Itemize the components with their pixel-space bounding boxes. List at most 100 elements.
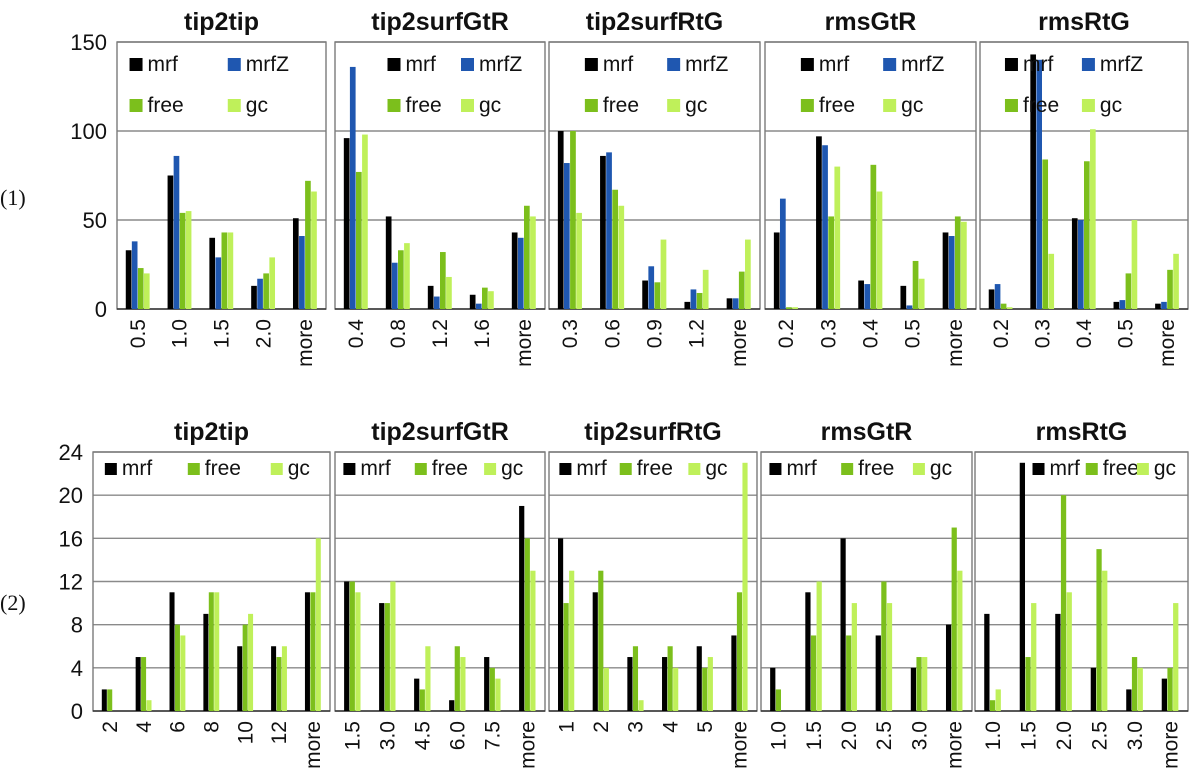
legend-label: mrfZ (685, 53, 728, 76)
bar-mrfZ (906, 305, 913, 309)
bar-gc (1102, 570, 1108, 711)
bar-mrf (203, 613, 209, 711)
bar-mrf (169, 592, 175, 711)
legend-label: free (603, 94, 639, 117)
bar-free (489, 667, 495, 711)
bar-free (454, 646, 460, 711)
bar-gc (362, 134, 368, 309)
bar-gc (1131, 220, 1138, 309)
x-tick-label: 0.3 (1031, 319, 1054, 348)
x-tick-label: 6 (167, 721, 190, 733)
legend-label: free (637, 457, 673, 480)
x-tick-label: 0.5 (127, 319, 150, 348)
chart-panel: rmsGtR 1.0 1.5 2.0 2.5 3.0 more mrf free gc (760, 418, 973, 769)
legend-label: mrf (1050, 457, 1080, 480)
legend-swatch (619, 463, 632, 475)
bar-gc (495, 678, 501, 711)
y-tick-label: 20 (59, 483, 83, 508)
x-tick-label: 0.5 (1115, 319, 1138, 348)
x-tick-label: 0.6 (601, 319, 624, 348)
bar-gc (876, 191, 883, 309)
x-tick-label: 1.5 (342, 721, 365, 750)
y-tick-label: 4 (71, 656, 83, 681)
legend-label: free (406, 94, 442, 117)
bar-mrfZ (349, 66, 356, 309)
bar-free (349, 581, 355, 711)
x-tick-label: 0.2 (990, 319, 1013, 348)
bar-gc (618, 205, 625, 309)
x-tick-label: more (1156, 319, 1179, 367)
bar-mrf (910, 667, 917, 711)
legend-label: gc (1100, 94, 1122, 117)
bar-free (208, 592, 214, 711)
row-label: (1) (0, 185, 26, 210)
legend-swatch (559, 463, 572, 475)
bar-free (738, 271, 745, 309)
legend-swatch (387, 99, 401, 112)
bar-gc (569, 570, 575, 711)
bar-gc (673, 667, 679, 711)
bar-mrf (125, 250, 132, 309)
legend-label: mrf (148, 53, 178, 76)
legend-label: mrf (360, 457, 390, 480)
x-tick-label: 10 (234, 721, 257, 744)
legend-swatch (414, 463, 427, 475)
x-tick-label: more (517, 721, 540, 769)
y-tick-label: 12 (59, 570, 83, 595)
bar-gc (603, 667, 609, 711)
x-tick-label: 0.4 (345, 319, 368, 349)
bar-mrf (135, 657, 141, 711)
bar-free (563, 603, 569, 711)
bar-free (1167, 667, 1173, 711)
legend-swatch (1085, 463, 1098, 475)
bar-free (384, 603, 390, 711)
bar-gc (1031, 603, 1037, 711)
bar-mrf (1019, 462, 1026, 711)
legend-swatch (1004, 99, 1018, 112)
x-tick-label: 1.2 (686, 319, 709, 348)
bar-free (276, 657, 282, 711)
legend-swatch (800, 99, 814, 112)
legend-label: mrfZ (479, 53, 522, 76)
x-tick-label: 1.5 (1017, 721, 1040, 750)
bar-gc (530, 216, 536, 309)
bar-free (736, 592, 743, 711)
legend-label: gc (901, 94, 923, 117)
bar-mrfZ (864, 284, 871, 309)
legend-label: gc (288, 457, 310, 480)
bar-mrf (816, 136, 822, 309)
bar-free (107, 689, 113, 711)
bar-free (1131, 657, 1138, 711)
x-tick-label: 0.8 (387, 319, 410, 348)
x-tick-label: 0.3 (817, 319, 840, 348)
legend-swatch (227, 58, 241, 71)
bar-mrf (642, 280, 648, 309)
bar-gc (1173, 253, 1179, 309)
panel-title: tip2tip (174, 418, 249, 446)
bar-free (570, 131, 576, 309)
bar-mrf (292, 218, 299, 309)
bar-gc (180, 635, 186, 711)
legend-swatch (1136, 463, 1149, 475)
chart-panel: rmsRtG 0.2 0.3 0.4 0.5 more mrf mrfZ free gc (979, 8, 1189, 367)
legend-label: free (148, 94, 184, 117)
chart-panel: tip2tip 0 50 100 150 0.5 1.0 1.5 2.0 more mrf mrfZ f… (70, 8, 327, 367)
bar-mrf (840, 538, 846, 711)
x-tick-label: more (302, 721, 325, 769)
x-tick-label: 2.5 (873, 721, 896, 750)
x-tick-label: 3.0 (908, 721, 931, 750)
legend-swatch (584, 99, 598, 112)
bar-gc (922, 657, 928, 711)
bar-mrfZ (690, 289, 697, 309)
x-tick-label: 1.2 (429, 319, 452, 348)
bar-gc (742, 462, 748, 711)
bar-mrf (1071, 218, 1078, 309)
x-tick-label: 2.0 (252, 319, 275, 348)
bar-free (951, 527, 957, 711)
bar-gc (146, 700, 152, 711)
bar-gc (918, 278, 925, 309)
bar-gc (961, 221, 967, 309)
x-tick-label: 1.0 (982, 721, 1005, 750)
bar-gc (425, 646, 431, 711)
bar-mrfZ (779, 198, 786, 309)
